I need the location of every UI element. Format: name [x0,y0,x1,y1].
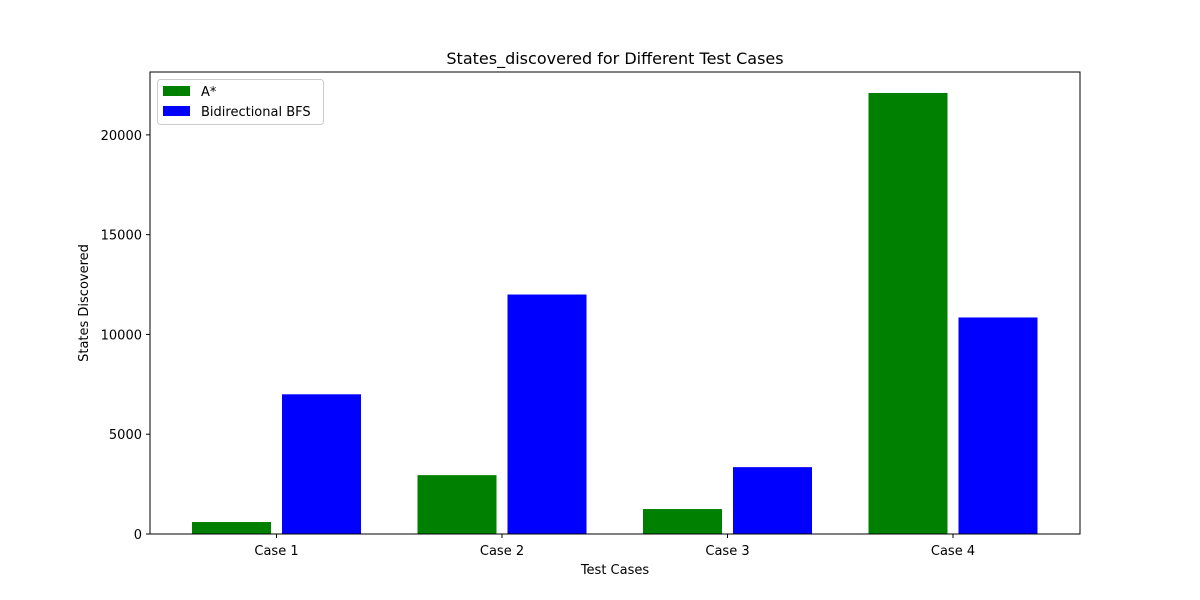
legend-box [157,79,324,125]
bars-layer [192,92,1038,534]
y-tick-label: 0 [134,528,142,543]
bar-bidirectional-bfs-case-2 [507,294,587,534]
bar-a--case-1 [192,522,271,534]
legend-swatch [163,106,190,116]
legend-label: Bidirectional BFS [201,105,311,120]
bar-bidirectional-bfs-case-4 [958,317,1038,534]
x-axis-label: Test Cases [580,563,650,578]
chart-title: States_discovered for Different Test Cas… [446,49,783,69]
bar-a--case-3 [643,509,722,534]
bar-a--case-4 [868,92,948,534]
y-axis-label: States Discovered [77,244,92,362]
x-tick-label: Case 2 [480,544,524,559]
x-tick-label: Case 1 [254,544,298,559]
bar-bidirectional-bfs-case-3 [733,467,812,534]
legend-swatch [163,86,190,96]
x-tick-label: Case 3 [705,544,749,559]
plot-frame [149,71,1081,535]
axes-layer: Case 1 Case 2 Case 3 Case 4 0 5000 10000 15000 2… [101,71,1081,559]
x-tick-label: Case 4 [931,544,975,559]
legend-label: A* [201,85,217,100]
y-tick-label: 5000 [109,428,142,443]
y-tick-label: 10000 [101,328,142,343]
legend: A* Bidirectional BFS [157,79,324,125]
bar-a--case-2 [417,475,497,534]
bar-bidirectional-bfs-case-1 [282,394,361,534]
y-tick-label: 20000 [101,129,142,144]
y-tick-label: 15000 [101,229,142,244]
